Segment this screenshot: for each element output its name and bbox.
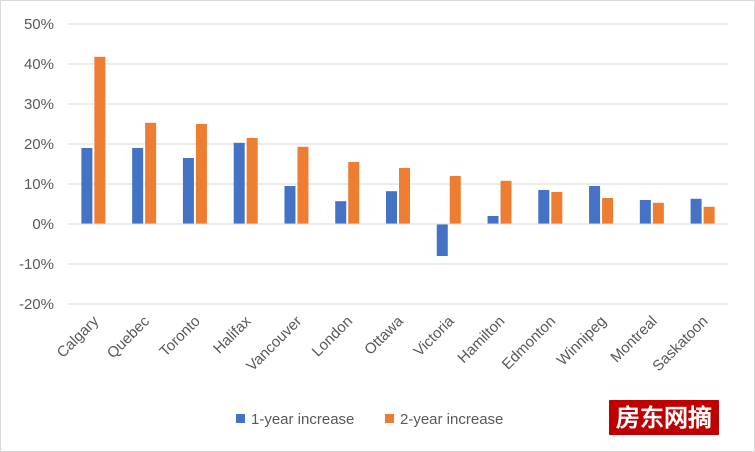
x-tick-label: Victoria: [410, 312, 458, 360]
x-tick-label: Calgary: [54, 312, 103, 361]
y-axis-ticks: 50% 40% 30% 20% 10% 0% -10% -20%: [19, 16, 54, 313]
bar-1yr: [182, 158, 194, 224]
bar-1yr: [538, 190, 550, 224]
bar-2yr: [94, 56, 106, 224]
watermark: 房东网摘: [609, 400, 719, 435]
bar-2yr: [500, 180, 512, 224]
bar-2yr: [449, 176, 461, 224]
bar-2yr: [195, 124, 207, 224]
bar-1yr: [284, 186, 296, 224]
bar-2yr: [297, 146, 309, 224]
x-tick-label: Ottawa: [361, 312, 407, 358]
y-tick-label: 30%: [24, 96, 54, 113]
bar-1yr: [690, 198, 702, 224]
bars: [81, 56, 715, 256]
bar-1yr: [81, 148, 93, 224]
x-tick-label: Vancouver: [243, 313, 305, 375]
x-tick-label: Quebec: [104, 312, 154, 362]
x-tick-label: Winnipeg: [554, 313, 610, 369]
bar-2yr: [703, 206, 715, 224]
y-tick-label: 50%: [24, 16, 54, 33]
bar-2yr: [246, 138, 258, 224]
bar-1yr: [639, 200, 651, 224]
legend-label: 1-year increase: [251, 411, 354, 428]
x-tick-label: Halifax: [210, 312, 255, 357]
bar-2yr: [551, 192, 563, 224]
watermark-badge: [609, 400, 719, 435]
legend-swatch: [385, 414, 394, 423]
bar-2yr: [602, 198, 614, 224]
legend-swatch: [236, 414, 245, 423]
bar-2yr: [399, 168, 410, 224]
x-tick-label: Edmonton: [499, 313, 559, 373]
y-tick-label: 0%: [32, 216, 54, 233]
bar-1yr: [233, 142, 245, 224]
legend: 1-year increase 2-year increase: [236, 411, 503, 428]
y-tick-label: 20%: [24, 136, 54, 153]
bar-2yr: [145, 122, 157, 224]
bar-1yr: [386, 191, 397, 224]
x-tick-label: Saskatoon: [649, 313, 711, 375]
y-tick-label: 40%: [24, 56, 54, 73]
y-tick-label: -20%: [19, 296, 54, 313]
bar-2yr: [348, 162, 360, 224]
bar-2yr: [652, 202, 664, 224]
bar-1yr: [436, 224, 448, 256]
x-tick-label: Toronto: [156, 313, 203, 360]
x-tick-label: London: [309, 313, 356, 360]
bar-1yr: [335, 201, 347, 224]
x-tick-label: Montreal: [607, 313, 660, 366]
legend-label: 2-year increase: [400, 411, 503, 428]
watermark-text: 房东网摘: [616, 404, 712, 432]
y-tick-label: 10%: [24, 176, 54, 193]
y-tick-label: -10%: [19, 256, 54, 273]
bar-1yr: [589, 186, 601, 224]
bar-1yr: [132, 148, 144, 224]
bar-1yr: [487, 216, 499, 224]
gridlines: [68, 23, 728, 305]
